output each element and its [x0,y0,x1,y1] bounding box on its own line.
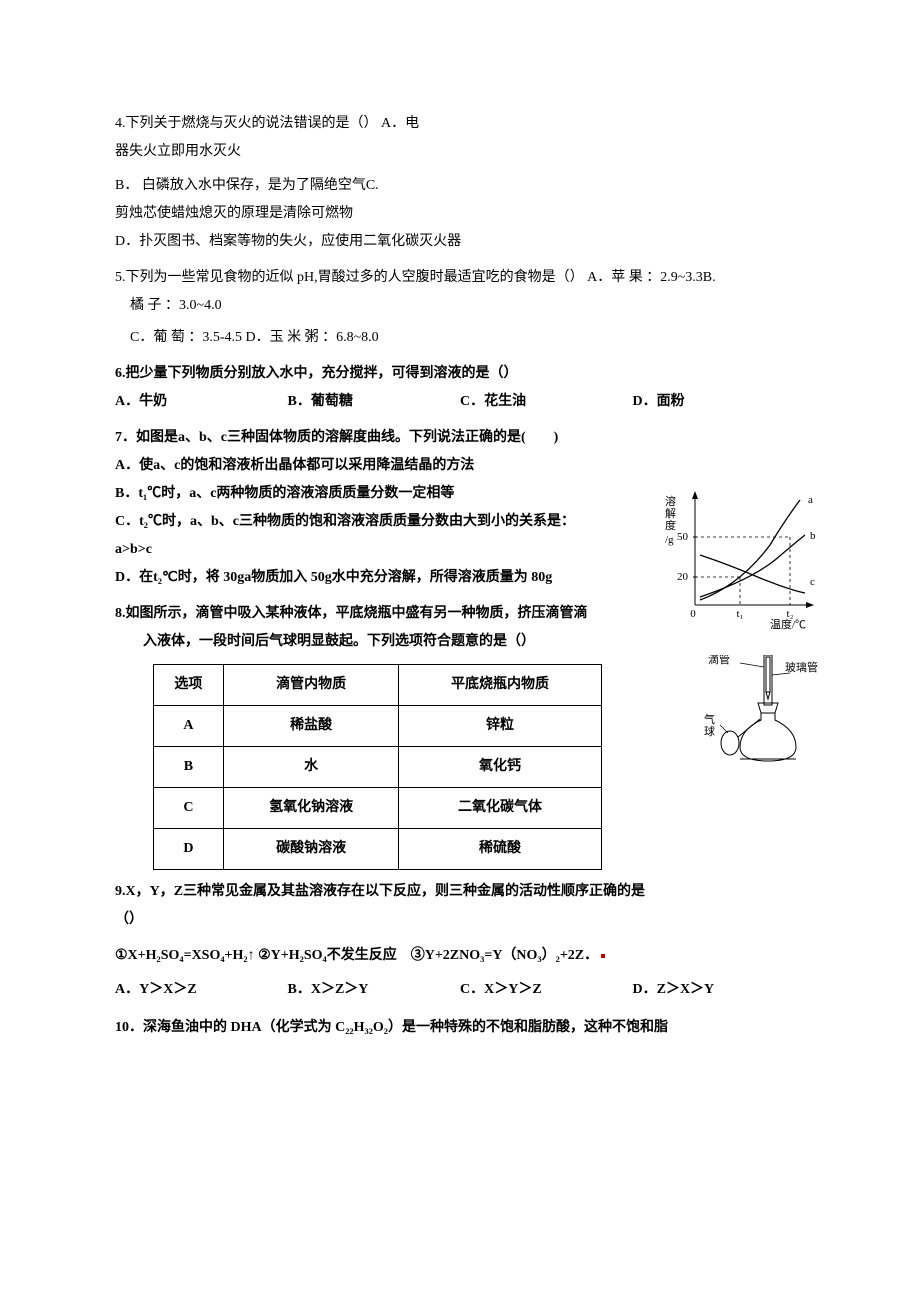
label-balloon: 气 [704,712,715,726]
q8-r2c1: 氢氧化钠溶液 [223,788,399,829]
q7-stem: 7．如图是a、b、c三种固体物质的溶解度曲线。下列说法正确的是( ) [115,424,612,452]
svg-text:/g: /g [665,534,674,546]
question-9: 9.X，Y，Z三种常见金属及其盐溶液存在以下反应，则三种金属的活动性顺序正确的是… [115,878,805,1004]
q8-r0c2: 锌粒 [399,706,601,747]
q8-r1c2: 氧化钙 [399,747,601,788]
q5-stem: 5.下列为一些常见食物的近似 pH,胃酸过多的人空腹时最适宜吃的食物是（） A．… [115,264,805,292]
q8-table: 选项 滴管内物质 平底烧瓶内物质 A 稀盐酸 锌粒 B 水 氧化钙 C 氢氧化钠… [153,664,602,870]
q9-opt-d: D．Z＞X＞Y [633,976,806,1004]
q7-opt-d: D．在t₂℃时，将 30ga物质加入 50g水中充分溶解，所得溶液质量为 80g [115,564,612,592]
q9-eqs: ①X+H₂SO₄=XSO₄+H₂↑ ②Y+H₂SO₄不发生反应 ③Y+2ZNO₃… [115,942,805,970]
q6-options: A．牛奶 B．葡萄糖 C．花生油 D．面粉 [115,388,805,416]
q7-opt-a: A．使a、c的饱和溶液析出晶体都可以采用降温结晶的方法 [115,452,612,480]
solubility-chart: 50 20 a b c 0 t₁ t₂ 溶 解 度 /g 温度/℃ [660,485,820,641]
label-tube: 玻璃管 [785,660,818,674]
q4-stem-a: 4.下列关于燃烧与灭火的说法错误的是（） A．电 [115,110,805,138]
q5-opt-cd: C．葡 萄 ：3.5-4.5 D．玉 米 粥 ：6.8~8.0 [115,324,805,352]
svg-text:c: c [810,576,815,588]
flask-diagram: 滴管 玻璃管 气 球 [700,655,820,776]
svg-text:50: 50 [677,531,689,543]
q7-opt-b: B．t₁℃时，a、c两种物质的溶液溶质质量分数一定相等 [115,480,612,508]
q8-r2c2: 二氧化碳气体 [399,788,601,829]
q8-th-1: 滴管内物质 [223,665,399,706]
svg-text:球: 球 [704,724,715,738]
q6-opt-c: C．花生油 [460,388,633,416]
q8-th-0: 选项 [154,665,224,706]
q8-r2c0: C [154,788,224,829]
q9-options: A．Y＞X＞Z B．X＞Z＞Y C．X＞Y＞Z D．Z＞X＞Y [115,976,805,1004]
svg-text:a: a [808,494,813,506]
q6-opt-a: A．牛奶 [115,388,288,416]
question-10: 10．深海鱼油中的 DHA（化学式为 C₂₂H₃₂O₂）是一种特殊的不饱和脂肪酸… [115,1014,805,1042]
q9-opt-c: C．X＞Y＞Z [460,976,633,1004]
svg-text:0: 0 [690,608,696,620]
q9-opt-a: A．Y＞X＞Z [115,976,288,1004]
question-7: 7．如图是a、b、c三种固体物质的溶解度曲线。下列说法正确的是( ) A．使a、… [115,424,612,592]
q8-r3c2: 稀硫酸 [399,829,601,870]
q6-stem: 6.把少量下列物质分别放入水中，充分搅拌，可得到溶液的是（） [115,360,805,388]
svg-text:b: b [810,530,816,542]
q8-r1c0: B [154,747,224,788]
svg-text:溶: 溶 [665,494,676,508]
question-4: 4.下列关于燃烧与灭火的说法错误的是（） A．电 器失火立即用水灭火 B． 白磷… [115,110,805,256]
marker-icon [601,954,605,958]
q8-r3c1: 碳酸钠溶液 [223,829,399,870]
q8-r3c0: D [154,829,224,870]
question-6: 6.把少量下列物质分别放入水中，充分搅拌，可得到溶液的是（） A．牛奶 B．葡萄… [115,360,805,416]
q8-r0c0: A [154,706,224,747]
q4-opt-d: D．扑灭图书、档案等物的失火，应使用二氧化碳灭火器 [115,228,805,256]
q4-opt-c: 剪烛芯使蜡烛熄灭的原理是清除可燃物 [115,200,805,228]
q8-th-2: 平底烧瓶内物质 [399,665,601,706]
question-5: 5.下列为一些常见食物的近似 pH,胃酸过多的人空腹时最适宜吃的食物是（） A．… [115,264,805,352]
svg-text:度: 度 [665,518,676,532]
q6-opt-d: D．面粉 [633,388,806,416]
q7-opt-c: C．t₂℃时，a、b、c三种物质的饱和溶液溶质质量分数由大到小的关系是： [115,508,612,536]
flask-svg: 滴管 玻璃管 气 球 [700,655,820,765]
q5-opt-b: 橘 子 ：3.0~4.0 [115,292,805,320]
q8-r0c1: 稀盐酸 [223,706,399,747]
q4-opt-b: B． 白磷放入水中保存，是为了隔绝空气C. [115,172,805,200]
q9-opt-b: B．X＞Z＞Y [288,976,461,1004]
chart-svg: 50 20 a b c 0 t₁ t₂ 溶 解 度 /g 温度/℃ [660,485,820,630]
q10-stem: 10．深海鱼油中的 DHA（化学式为 C₂₂H₃₂O₂）是一种特殊的不饱和脂肪酸… [115,1014,805,1042]
q6-opt-b: B．葡萄糖 [288,388,461,416]
svg-text:解: 解 [665,506,676,520]
q9-stem2: （） [115,906,805,934]
q8-r1c1: 水 [223,747,399,788]
svg-text:20: 20 [677,571,689,583]
svg-text:t₁: t₁ [737,608,744,620]
q4-stem-b: 器失火立即用水灭火 [115,138,805,166]
q9-stem: 9.X，Y，Z三种常见金属及其盐溶液存在以下反应，则三种金属的活动性顺序正确的是 [115,878,805,906]
label-dropper: 滴管 [708,655,730,666]
svg-text:温度/℃: 温度/℃ [770,617,806,630]
q7-opt-cb: a>b>c [115,536,612,564]
